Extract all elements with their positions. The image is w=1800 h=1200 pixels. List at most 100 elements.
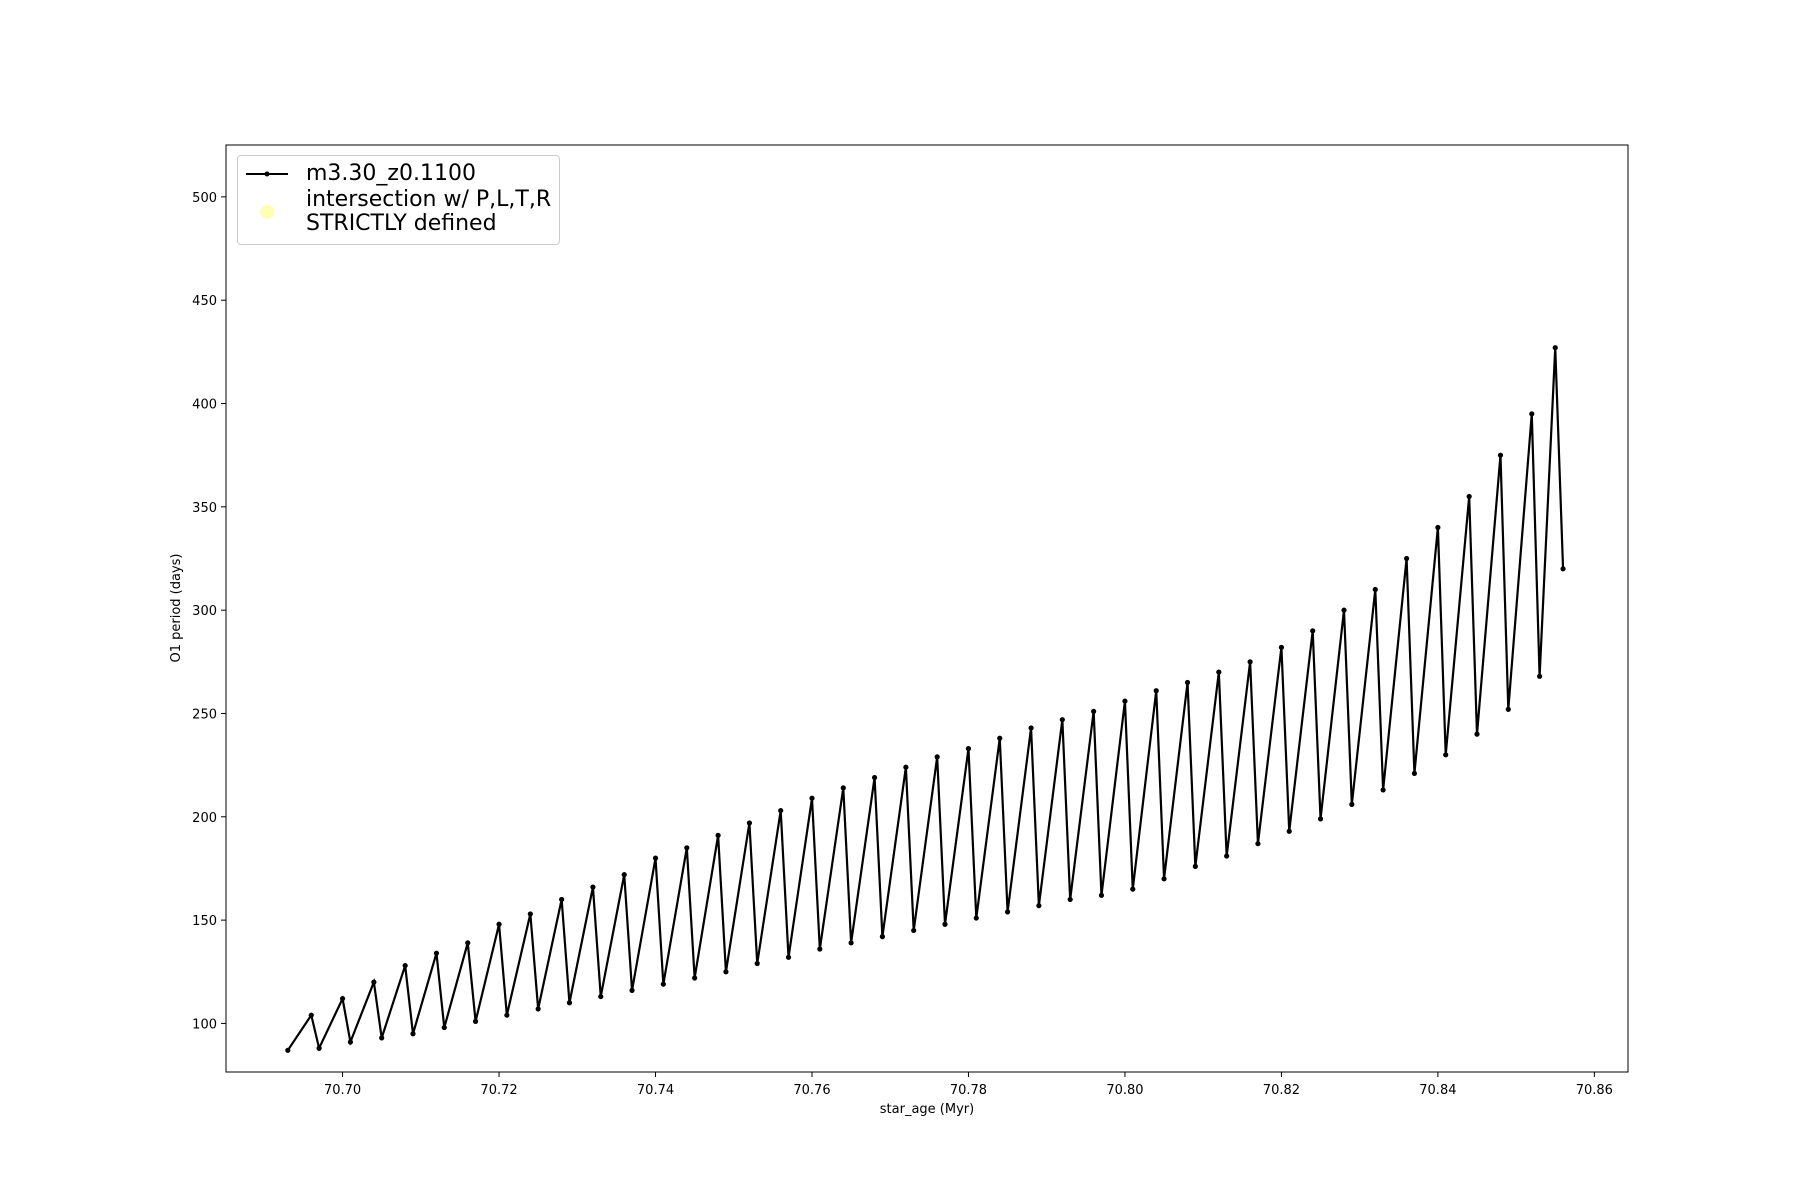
point xyxy=(504,1012,510,1018)
point xyxy=(660,981,666,987)
point xyxy=(410,1031,416,1037)
point xyxy=(1098,892,1105,898)
point xyxy=(1466,493,1472,500)
point xyxy=(1560,566,1566,572)
legend: m3.30_z0.1100 intersection w/ P,L,T,R STR… xyxy=(237,155,561,245)
y-tick-label: 500 xyxy=(192,191,217,206)
x-tick-label: 70.82 xyxy=(1263,1083,1300,1098)
point xyxy=(911,927,917,934)
point xyxy=(527,911,533,917)
y-tick-label: 300 xyxy=(192,604,217,619)
point xyxy=(347,1039,353,1045)
point xyxy=(1435,524,1441,531)
point xyxy=(371,979,377,985)
point xyxy=(590,884,596,890)
x-tick-label: 70.80 xyxy=(1106,1083,1143,1098)
legend-item: intersection w/ P,L,T,R STRICTLY defined xyxy=(246,188,551,236)
point xyxy=(1192,863,1198,869)
x-tick-label: 70.76 xyxy=(793,1083,830,1098)
point xyxy=(1067,896,1073,903)
point xyxy=(1255,841,1261,847)
point xyxy=(1091,708,1097,715)
point xyxy=(965,746,972,752)
point xyxy=(285,1047,291,1053)
y-axis-label: O1 period (days) xyxy=(169,553,184,662)
point xyxy=(566,1000,573,1006)
point xyxy=(785,954,792,960)
point xyxy=(934,754,940,760)
point xyxy=(402,962,408,969)
legend-label: m3.30_z0.1100 xyxy=(306,161,476,186)
point xyxy=(598,993,604,1000)
y-tick-label: 450 xyxy=(192,294,217,309)
y-tick-label: 150 xyxy=(192,914,217,929)
point xyxy=(778,807,784,814)
point xyxy=(1372,586,1378,593)
point xyxy=(1403,555,1410,562)
point xyxy=(903,764,909,770)
point xyxy=(848,940,854,946)
point xyxy=(1552,345,1558,351)
point xyxy=(746,820,753,826)
point xyxy=(754,960,760,967)
y-tick-label: 100 xyxy=(192,1017,217,1032)
point xyxy=(1122,698,1128,704)
point xyxy=(1004,909,1011,915)
point xyxy=(973,915,979,921)
point xyxy=(871,774,878,781)
point xyxy=(1036,903,1042,909)
point xyxy=(1247,659,1253,665)
x-tick-label: 70.72 xyxy=(480,1083,517,1098)
point xyxy=(1380,787,1386,793)
point xyxy=(997,735,1003,741)
point xyxy=(339,996,346,1002)
point xyxy=(535,1006,541,1012)
point xyxy=(879,934,886,940)
point xyxy=(1474,731,1480,737)
point xyxy=(1443,752,1449,758)
point xyxy=(465,940,471,946)
x-tick-label: 70.84 xyxy=(1419,1083,1456,1098)
x-tick-label: 70.70 xyxy=(324,1083,361,1098)
point xyxy=(1536,673,1543,679)
y-tick-label: 400 xyxy=(192,398,217,413)
point xyxy=(942,921,948,927)
y-tick-label: 200 xyxy=(192,811,217,826)
point xyxy=(1059,717,1065,723)
point xyxy=(1529,411,1535,417)
legend-swatch xyxy=(260,205,274,219)
point xyxy=(715,832,721,838)
point xyxy=(1505,706,1511,712)
legend-swatch xyxy=(246,171,288,177)
legend-dot xyxy=(260,205,274,219)
point xyxy=(1278,644,1285,650)
y-tick-label: 250 xyxy=(192,707,217,722)
point xyxy=(1161,876,1167,882)
point xyxy=(472,1018,479,1024)
point xyxy=(1310,628,1316,634)
point xyxy=(692,975,698,981)
point xyxy=(496,921,502,927)
point xyxy=(441,1024,447,1031)
point xyxy=(433,950,440,956)
series-line xyxy=(286,347,1565,1052)
x-tick-label: 70.86 xyxy=(1576,1083,1613,1098)
point xyxy=(316,1045,322,1051)
point xyxy=(652,855,659,861)
point xyxy=(1130,886,1136,892)
legend-item: m3.30_z0.1100 xyxy=(246,162,551,186)
legend-dot xyxy=(264,171,270,177)
legend-label: intersection w/ P,L,T,R STRICTLY defined xyxy=(306,187,552,236)
point xyxy=(1286,828,1292,834)
point xyxy=(1317,816,1324,822)
point xyxy=(684,845,690,851)
x-axis-label: star_age (Myr) xyxy=(880,1102,974,1117)
y-tick-label: 350 xyxy=(192,501,217,516)
point xyxy=(629,987,635,993)
point xyxy=(1216,669,1222,675)
point xyxy=(559,896,565,903)
point xyxy=(308,1012,314,1018)
point xyxy=(379,1035,385,1041)
